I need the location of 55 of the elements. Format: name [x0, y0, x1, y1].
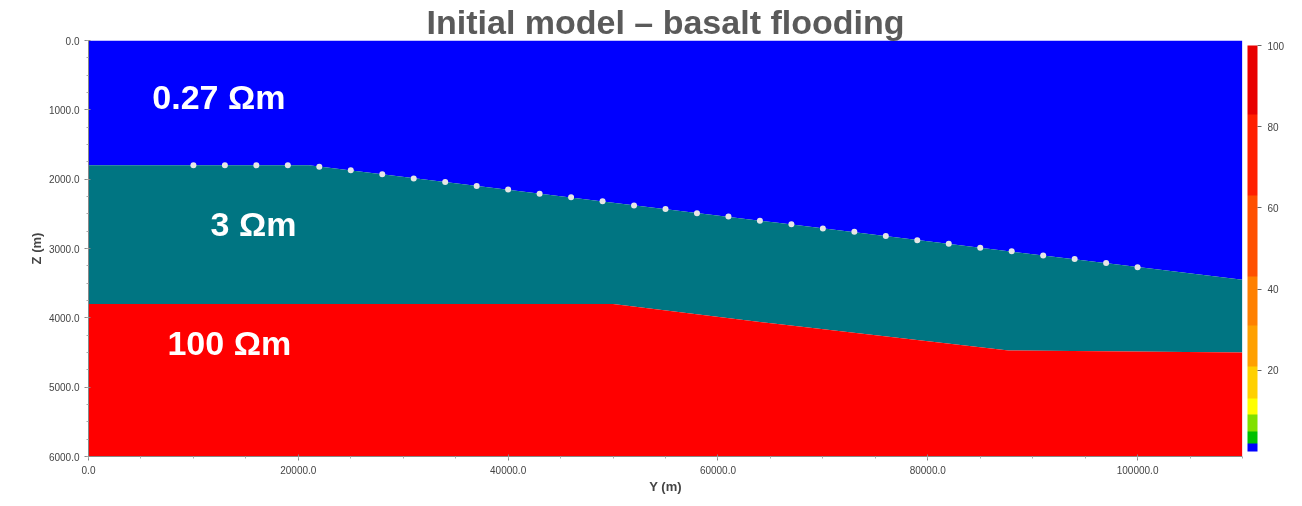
x-tick-label: 80000.0	[909, 464, 947, 476]
color-bar-label: 40	[1267, 284, 1280, 296]
point	[725, 213, 732, 220]
point	[284, 162, 291, 169]
point	[914, 237, 921, 244]
point	[536, 190, 543, 197]
point	[1103, 260, 1110, 267]
y-tick-label: 2000.0	[48, 174, 80, 186]
color-bar-label: 80	[1267, 121, 1280, 133]
color-bar-label: 60	[1267, 202, 1280, 214]
point	[253, 162, 260, 169]
y-tick-label: 4000.0	[48, 312, 80, 324]
x-tick-label: 100000.0	[1116, 464, 1159, 476]
point	[379, 171, 386, 178]
annotation: 0.27 Ωm	[152, 78, 286, 117]
point	[851, 228, 858, 235]
y-tick-label: 6000.0	[48, 451, 80, 463]
x-tick-label: 60000.0	[699, 464, 737, 476]
y-tick-label: 1000.0	[48, 104, 80, 116]
color-bar-label: 100	[1267, 40, 1285, 52]
point	[599, 198, 606, 205]
y-tick-label: 5000.0	[48, 382, 80, 394]
x-axis-title: Y (m)	[649, 478, 682, 494]
point	[819, 225, 826, 232]
y-tick-label: 0.0	[65, 35, 80, 47]
annotation: 100 Ωm	[167, 323, 292, 362]
point	[882, 233, 889, 240]
point	[473, 183, 480, 190]
chart-title: Initial model – basalt flooding	[426, 2, 905, 41]
point	[631, 202, 638, 209]
point	[1071, 255, 1078, 262]
point	[756, 217, 763, 224]
point	[788, 221, 795, 228]
point	[316, 163, 323, 170]
point	[568, 194, 575, 201]
point	[410, 175, 417, 182]
color-bar-label: 20	[1267, 365, 1280, 377]
point	[1040, 252, 1047, 259]
y-axis-title: Z (m)	[28, 232, 44, 265]
point	[347, 167, 354, 174]
point	[693, 210, 700, 217]
x-tick-label: 40000.0	[490, 464, 527, 476]
point	[1008, 248, 1015, 255]
point	[977, 244, 984, 251]
point	[945, 240, 952, 247]
point	[505, 186, 512, 193]
point	[190, 162, 197, 169]
annotation: 3 Ωm	[210, 204, 297, 243]
point	[442, 178, 449, 185]
x-tick-label: 0.0	[81, 464, 96, 476]
y-tick-label: 3000.0	[48, 243, 80, 255]
point	[662, 205, 669, 212]
x-tick-label: 20000.0	[280, 464, 317, 476]
point	[1134, 264, 1141, 271]
point	[221, 162, 228, 169]
